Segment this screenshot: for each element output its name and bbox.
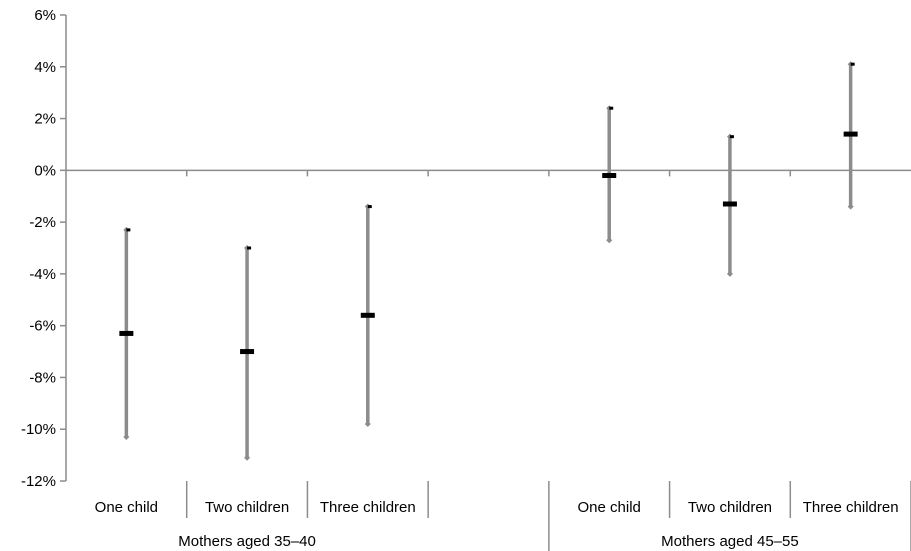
category-label: One child <box>95 499 158 516</box>
error-bar-low-cap <box>364 421 371 428</box>
error-bar-low-cap <box>244 454 251 461</box>
category-label: Three children <box>320 499 416 516</box>
error-bar-high-marker <box>367 205 372 209</box>
error-bar-high-marker <box>247 246 252 250</box>
category-label: Two children <box>205 499 289 516</box>
chart-marks <box>119 61 858 461</box>
y-tick-label: 6% <box>34 7 56 24</box>
category-label: Three children <box>803 499 899 516</box>
point-estimate <box>240 349 255 355</box>
y-tick-label: 0% <box>34 162 56 179</box>
error-bar-high-marker <box>850 62 855 66</box>
y-tick-label: 4% <box>34 59 56 76</box>
error-bar-high-marker <box>126 228 131 232</box>
y-axis: -12% -10% -8% -6% -4% -2% 0% 2% 4% 6% <box>21 7 67 490</box>
y-tick-label: -2% <box>29 214 56 231</box>
group-label: Mothers aged 45–55 <box>661 533 799 550</box>
y-tick-label: -8% <box>29 369 56 386</box>
category-label: Two children <box>688 499 772 516</box>
point-estimate <box>722 201 737 207</box>
error-bar-high-marker <box>729 135 734 139</box>
point-estimate <box>360 312 375 318</box>
error-bar-high-marker <box>609 106 614 110</box>
error-bar-low-cap <box>123 433 130 440</box>
error-bar-low-cap <box>726 270 733 277</box>
y-tick-label: 2% <box>34 111 56 128</box>
group-label: Mothers aged 35–40 <box>178 533 316 550</box>
y-tick-label: -10% <box>21 421 56 438</box>
point-estimate <box>602 173 617 179</box>
y-tick-label: -6% <box>29 318 56 335</box>
point-estimate <box>119 330 134 336</box>
y-tick-label: -4% <box>29 266 56 283</box>
y-tick-label: -12% <box>21 473 56 490</box>
point-estimate <box>843 131 858 137</box>
category-label: One child <box>578 499 641 516</box>
x-axis: One child Two children Three children One c… <box>66 169 911 551</box>
error-bar-low-cap <box>606 237 613 244</box>
error-bar-low-cap <box>847 203 854 210</box>
